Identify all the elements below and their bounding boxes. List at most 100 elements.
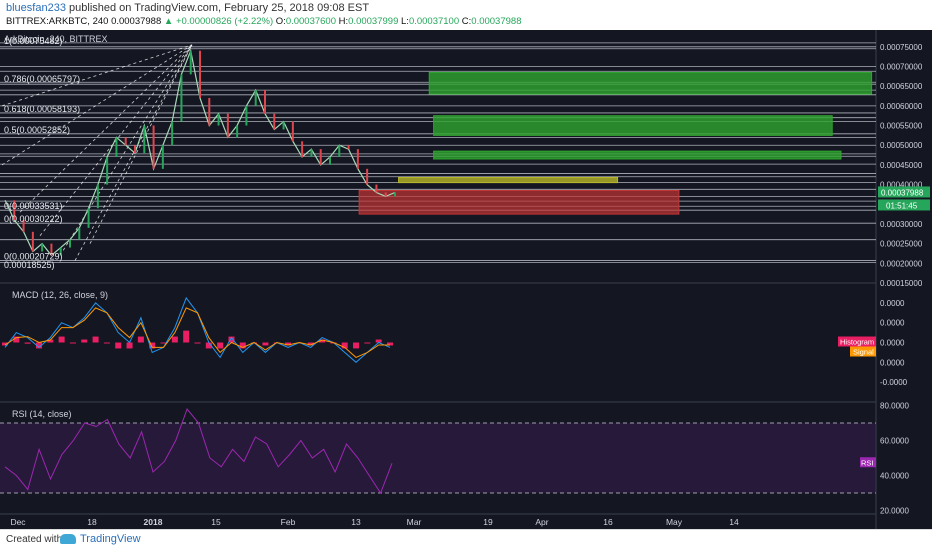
y-tick-label: 80.0000 (880, 402, 909, 411)
tradingview-brand: TradingView (80, 533, 141, 545)
macd-histogram-bar (262, 342, 269, 346)
macd-histogram-bar (171, 336, 178, 343)
x-tick-label: 13 (351, 517, 361, 527)
macd-histogram-bar (47, 339, 54, 343)
countdown-label: 01:51:45 (886, 201, 918, 210)
x-tick-label: May (666, 517, 683, 527)
author-link[interactable]: bluesfan233 (6, 2, 66, 14)
y-tick-label: 0.0000 (880, 339, 905, 348)
last-price-badge (878, 186, 930, 198)
x-tick-label: Feb (281, 517, 296, 527)
rsi-pane[interactable]: RSI (14, close) 80.0000 60.0000 40.0000 20.0… (0, 402, 909, 516)
publish-line: bluesfan233 published on TradingView.com… (6, 2, 369, 14)
x-tick-label: 18 (87, 517, 97, 527)
fib-label: 0.00018525) (4, 260, 55, 270)
tradingview-logo[interactable]: TradingView (60, 533, 141, 545)
publish-header: bluesfan233 published on TradingView.com… (0, 0, 932, 30)
fib-fan-line (74, 44, 193, 261)
x-tick-label: 15 (211, 517, 221, 527)
y-tick-label: 0.00070000 (880, 62, 923, 71)
macd-histogram-bar (285, 342, 292, 346)
macd-histogram-bar (13, 336, 20, 343)
x-tick-label: Apr (535, 517, 548, 527)
fib-label: 0(0.00030222) (4, 214, 63, 224)
macd-histogram-bar (81, 339, 88, 343)
tradingview-cloud-icon (60, 534, 76, 544)
macd-histogram-bar (205, 342, 212, 349)
symbol-name: BITTREX:ARKBTC, 240 (6, 16, 109, 27)
zone-yellow (398, 177, 619, 184)
rsi-line (4, 407, 393, 495)
y-tick-label: 0.0000 (880, 319, 905, 328)
rsi-band (0, 423, 876, 493)
legend-signal: Signal (853, 348, 874, 357)
macd-histogram-bar (92, 336, 99, 343)
zone-green (433, 150, 842, 160)
macd-histogram-bar (364, 342, 371, 344)
high-value: 0.00037999 (348, 16, 399, 27)
y-tick-label: 20.0000 (880, 507, 909, 516)
macd-histogram-bar (217, 342, 224, 349)
macd-histogram-bar (160, 342, 167, 344)
countdown-badge (878, 199, 930, 211)
open-value: 0.00037600 (285, 16, 337, 27)
y-tick-label: 0.00060000 (880, 102, 923, 111)
macd-histogram-bar (58, 336, 65, 343)
y-tick-label: -0.0000 (880, 378, 908, 387)
macd-histogram-bar (149, 342, 156, 349)
macd-histogram-bar (228, 336, 235, 343)
macd-histogram-bar (24, 342, 31, 344)
y-tick-label: 40.0000 (880, 472, 909, 481)
y-tick-label: 0.0000 (880, 299, 905, 308)
low-label: L: (401, 16, 409, 27)
macd-histogram-bar (183, 330, 190, 343)
fib-label: 0.786(0.00065797) (4, 74, 80, 84)
macd-histogram-bar (126, 342, 133, 349)
close-label: C: (461, 16, 472, 27)
x-tick-label: 19 (483, 517, 493, 527)
x-tick-label: 2018 (144, 517, 163, 527)
fib-label: 0.618(0.00058193) (4, 104, 80, 114)
fib-fan-line (1, 44, 193, 166)
legend-rsi: RSI (861, 458, 874, 467)
zone-green (433, 115, 833, 136)
macd-histogram-bar (103, 342, 110, 344)
y-tick-label: 0.00040000 (880, 181, 923, 190)
y-tick-label: 0.00050000 (880, 141, 923, 150)
macd-histogram-bar (375, 339, 382, 343)
macd-pane[interactable]: MACD (12, 26, close, 9) 0.0000 0.0000 0.000… (0, 290, 908, 403)
last-price-label: 0.00037988 (881, 188, 924, 197)
signal-legend-badge (850, 346, 876, 357)
y-tick-label: 60.0000 (880, 437, 909, 446)
histogram-legend-badge (838, 336, 876, 347)
y-tick-label: 0.00055000 (880, 122, 923, 131)
macd-histogram-bar (307, 342, 314, 346)
macd-histogram-bar (69, 342, 76, 344)
macd-histogram-bar (137, 336, 144, 343)
pane-title: ArkBitcoin, 240, BITTREX (4, 34, 108, 44)
close-value: 0.00037988 (471, 16, 522, 27)
created-with-text: Created with (6, 534, 63, 545)
zone-red (358, 189, 680, 215)
time-axis: Dec 18 2018 15 Feb 13 Mar 19 Apr 16 May 14 (0, 513, 876, 527)
x-tick-label: Mar (407, 517, 422, 527)
legend-histogram: Histogram (840, 338, 874, 347)
x-tick-label: Dec (10, 517, 26, 527)
symbol-line: BITTREX:ARKBTC, 240 0.00037988 ▲ +0.0000… (6, 16, 521, 27)
y-tick-label: 0.0000 (880, 358, 905, 367)
macd-histogram-bar (239, 342, 246, 349)
x-tick-label: 16 (603, 517, 613, 527)
last-price: 0.00037988 (111, 16, 162, 27)
macd-histogram-bar (35, 342, 42, 349)
fib-fan-line (19, 44, 193, 213)
macd-histogram-bar (115, 342, 122, 349)
signal-line (4, 307, 390, 358)
macd-histogram-bar (2, 342, 8, 346)
y-tick-label: 0.00025000 (880, 240, 923, 249)
x-tick-label: 14 (729, 517, 739, 527)
macd-histogram-bar (353, 342, 360, 349)
fib-fan-line (89, 44, 193, 244)
y-tick-label: 0.00030000 (880, 220, 923, 229)
